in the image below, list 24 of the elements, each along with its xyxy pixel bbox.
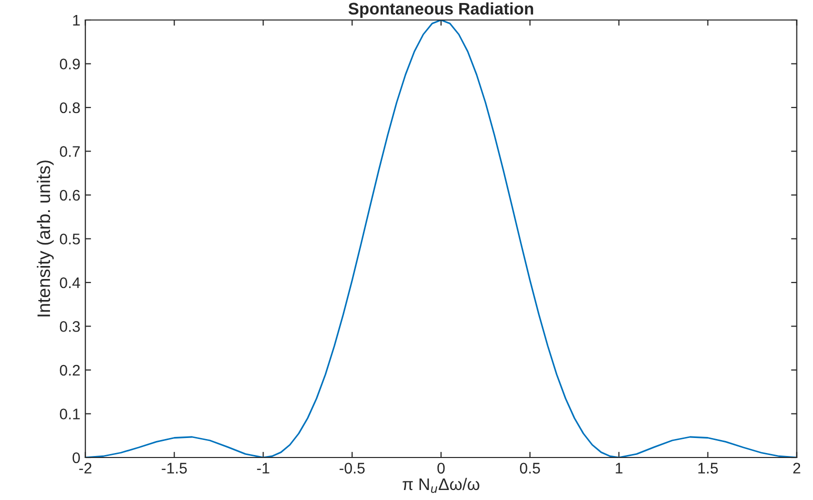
y-tick-label: 0.7 — [60, 146, 80, 157]
x-tick-label: 2 — [793, 462, 800, 474]
x-tick-label: -2 — [79, 462, 92, 474]
x-tick-label: -1.5 — [162, 462, 187, 474]
y-tick-label: 0.6 — [60, 190, 80, 201]
chart-title: Spontaneous Radiation — [348, 2, 534, 18]
x-tick-label: -1 — [257, 462, 270, 474]
y-tick-label: 0.5 — [60, 234, 80, 244]
x-tick-label: 0.5 — [520, 462, 540, 474]
x-tick-label: 0 — [437, 462, 445, 474]
x-tick-label: 1 — [616, 462, 622, 474]
y-tick-label: 0 — [72, 452, 80, 464]
y-tick-label: 0.1 — [60, 408, 80, 420]
y-tick-label: 1 — [73, 15, 80, 26]
x-axis-title: π N$_{u}$Δω/ω — [402, 478, 480, 493]
y-tick-label: 0.9 — [60, 58, 80, 70]
line-series — [85, 20, 797, 458]
y-axis-title: Intensity (arb. units) — [36, 160, 54, 316]
y-tick-label: 0.4 — [60, 277, 80, 288]
x-tick-label: 1.5 — [698, 462, 718, 474]
y-tick-label: 0.2 — [60, 364, 80, 376]
x-tick-label: -0.5 — [340, 462, 365, 474]
y-tick-label: 0.3 — [60, 321, 80, 332]
y-tick-label: 0.8 — [60, 102, 80, 114]
